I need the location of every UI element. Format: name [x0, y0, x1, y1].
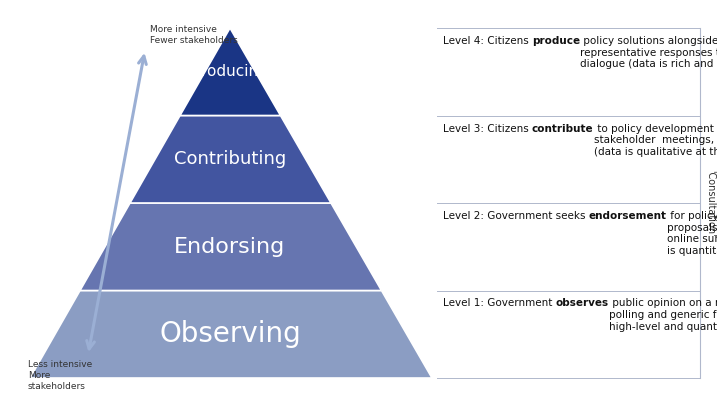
Polygon shape [130, 116, 331, 203]
Text: public opinion on a range of issues through
polling and generic focus groups (da: public opinion on a range of issues thro… [609, 299, 717, 332]
Text: contribute: contribute [532, 124, 594, 133]
Text: Endorsing: Endorsing [174, 237, 285, 257]
Text: Level 3: Citizens: Level 3: Citizens [443, 124, 532, 133]
Text: Level 2: Government seeks: Level 2: Government seeks [443, 211, 589, 221]
Text: Contributing: Contributing [174, 150, 286, 168]
Polygon shape [80, 203, 381, 290]
Text: observes: observes [556, 299, 609, 309]
Text: More intensive
Fewer stakeholders: More intensive Fewer stakeholders [150, 25, 238, 45]
Text: Observing: Observing [159, 320, 301, 348]
Text: Less intensive
More
stakeholders: Less intensive More stakeholders [28, 360, 92, 391]
Text: Producing: Producing [192, 64, 268, 79]
Text: to policy development  through
stakeholder  meetings, workshops and targeted foc: to policy development through stakeholde… [594, 124, 717, 157]
Text: for policy
proposals and feedback on specific issues through
online surveys, tar: for policy proposals and feedback on spe… [667, 211, 717, 256]
Text: produce: produce [532, 36, 580, 46]
Text: Level 1: Government: Level 1: Government [443, 299, 556, 309]
Text: Level 4: Citizens: Level 4: Citizens [443, 36, 532, 46]
Polygon shape [180, 28, 280, 116]
Text: endorsement: endorsement [589, 211, 667, 221]
Text: policy solutions alongside Government and provide
representative responses to pr: policy solutions alongside Government an… [580, 36, 717, 69]
Polygon shape [30, 290, 432, 378]
Text: 'Consultation': 'Consultation' [705, 170, 715, 236]
